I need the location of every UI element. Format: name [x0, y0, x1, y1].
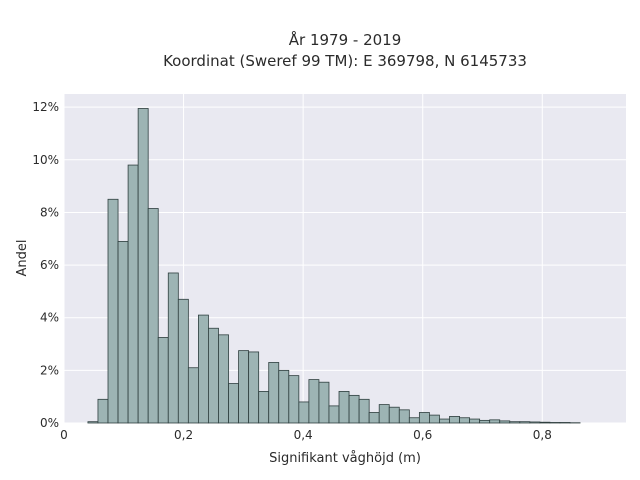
histogram-bar	[87, 421, 99, 424]
histogram-bar	[398, 409, 410, 424]
histogram-bar	[549, 422, 561, 424]
histogram-bar	[418, 412, 430, 424]
histogram-bar	[489, 419, 501, 424]
histogram-bar	[167, 272, 179, 424]
histogram-bar	[298, 401, 310, 424]
chart-title-line-1: År 1979 - 2019	[289, 30, 402, 49]
histogram-bar	[479, 419, 491, 424]
x-tick-label: 0,4	[294, 428, 313, 442]
histogram-bar	[107, 198, 119, 424]
histogram-bar	[238, 350, 250, 424]
histogram-bar	[308, 379, 320, 424]
histogram-bar	[338, 391, 350, 424]
y-tick-label: 4%	[40, 311, 59, 325]
x-tick-label: 0	[60, 428, 68, 442]
histogram-bar	[97, 398, 109, 424]
histogram-bar	[519, 421, 531, 424]
chart-title-line-2: Koordinat (Sweref 99 TM): E 369798, N 61…	[163, 52, 527, 70]
tick-labels: 0% 2% 4% 6% 8% 10% 12% 0 0,2 0,4 0,6 0,8	[32, 100, 552, 442]
histogram-bar	[559, 422, 571, 424]
histogram-bar	[328, 405, 340, 424]
y-tick-label: 2%	[40, 363, 59, 377]
histogram-bar	[439, 418, 450, 424]
y-tick-label: 8%	[40, 205, 59, 219]
x-tick-label: 0,6	[413, 428, 432, 442]
histogram-bar	[459, 417, 470, 424]
histogram-bar	[278, 369, 290, 424]
histogram-bar	[147, 208, 159, 424]
histogram-bar	[378, 404, 390, 424]
y-tick-label: 0%	[40, 416, 59, 430]
x-tick-label: 0,2	[174, 428, 193, 442]
histogram-bar	[288, 375, 300, 424]
histogram-bar	[529, 421, 541, 424]
bars	[87, 108, 581, 424]
histogram-bar	[388, 406, 400, 424]
histogram-bar	[318, 381, 330, 424]
histogram-bar	[368, 412, 380, 424]
histogram-bar	[358, 398, 370, 424]
y-tick-label: 12%	[32, 100, 59, 114]
histogram-bar	[449, 416, 460, 424]
histogram-bar	[157, 337, 169, 424]
histogram-bar	[408, 417, 420, 424]
y-tick-label: 6%	[40, 258, 59, 272]
histogram-bar	[137, 108, 149, 424]
histogram-bar	[187, 367, 199, 424]
histogram-bar	[218, 334, 229, 424]
histogram-bar	[268, 362, 280, 424]
x-tick-label: 0,8	[533, 428, 552, 442]
x-axis-label: Signifikant våghöjd (m)	[269, 451, 421, 466]
histogram-bar	[348, 394, 360, 424]
y-tick-label: 10%	[32, 153, 59, 167]
histogram-bar	[499, 420, 511, 424]
histogram-bar	[117, 240, 129, 424]
histogram-bar	[258, 391, 270, 424]
histogram-bar	[248, 351, 260, 424]
histogram-bar	[429, 414, 440, 424]
histogram-bar	[469, 418, 481, 424]
y-axis-label: Andel	[15, 240, 30, 277]
histogram-bar	[177, 298, 189, 424]
histogram-bar	[127, 164, 139, 424]
histogram-bar	[509, 421, 521, 424]
histogram-bar	[198, 314, 209, 424]
histogram-bar	[208, 327, 219, 424]
histogram-bar	[539, 421, 551, 424]
histogram-bar	[228, 383, 239, 424]
